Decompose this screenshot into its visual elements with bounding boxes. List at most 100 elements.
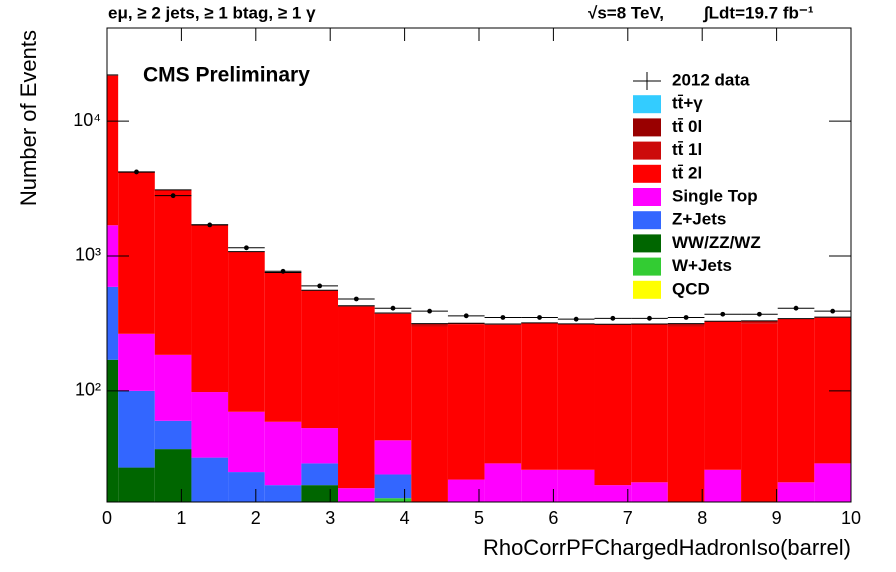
data-point — [390, 305, 396, 311]
bar-segment — [154, 189, 192, 355]
bar-segment — [191, 457, 229, 502]
x-tick-label: 4 — [400, 508, 410, 528]
bar-segment — [191, 392, 229, 458]
legend-label: W+Jets — [672, 256, 732, 275]
data-point — [537, 315, 542, 320]
legend-swatch — [633, 95, 661, 114]
data-point — [500, 315, 506, 320]
bar-segment — [301, 485, 339, 502]
bar-segment — [301, 428, 339, 464]
cms-label: CMS Preliminary — [143, 64, 310, 87]
bar-segment — [741, 323, 778, 502]
bar-segment — [521, 469, 558, 502]
x-tick-label: 1 — [176, 508, 186, 528]
bar-segment — [447, 479, 485, 502]
bar-segment — [594, 324, 632, 486]
data-point — [134, 169, 139, 175]
x-tick-label: 9 — [772, 508, 782, 528]
bar-segment — [107, 286, 119, 360]
data-point — [427, 308, 433, 314]
bar-segment — [191, 224, 229, 393]
legend-label: Z+Jets — [672, 210, 726, 229]
header-lumi: ∫Ldt=19.7 fb⁻¹ — [702, 3, 814, 22]
bar-segment — [521, 323, 558, 470]
data-point — [647, 315, 652, 321]
legend-swatch — [633, 234, 661, 253]
legend-label: tt̄ 2l — [672, 163, 702, 182]
legend-swatch — [633, 164, 661, 183]
data-point — [610, 315, 616, 321]
bar-segment — [374, 498, 412, 502]
bar-segment — [338, 305, 375, 307]
bar-segment — [228, 252, 265, 412]
bar-segment — [447, 324, 485, 480]
bar-segment — [631, 324, 668, 483]
legend-label: 2012 data — [672, 70, 750, 89]
x-tick-label: 10 — [841, 508, 861, 528]
x-tick-label: 6 — [548, 508, 558, 528]
bar-segment — [264, 485, 302, 502]
x-tick-label: 0 — [102, 508, 112, 528]
bar-segment — [814, 463, 851, 502]
bar-segment — [667, 326, 705, 502]
legend-label: QCD — [672, 279, 710, 298]
x-tick-label: 5 — [474, 508, 484, 528]
legend-swatch — [633, 280, 661, 299]
x-tick-label: 2 — [251, 508, 261, 528]
data-point — [244, 245, 249, 251]
bar-segment — [301, 290, 339, 429]
y-tick-label: 10² — [75, 380, 101, 400]
legend-swatch — [633, 188, 661, 206]
x-tick-label: 3 — [325, 508, 335, 528]
bar-segment — [741, 320, 778, 324]
data-point — [830, 308, 836, 314]
header-energy: √s=8 TeV, — [588, 3, 664, 22]
y-tick-label: 10⁴ — [73, 110, 101, 130]
bar-segment — [484, 463, 522, 502]
bar-segment — [411, 326, 448, 502]
data-point — [573, 316, 579, 322]
bar-segment — [228, 411, 265, 473]
bar-segment — [338, 306, 375, 489]
bar-segment — [118, 390, 155, 468]
legend-label: tt̄ 0l — [672, 117, 702, 136]
bar-segment — [107, 359, 119, 502]
bar-segment — [557, 324, 595, 470]
data-point — [280, 268, 286, 274]
bar-segment — [374, 313, 412, 441]
bar-segment — [264, 421, 302, 486]
legend-label: tt̄ 1l — [672, 140, 702, 159]
legend-swatch — [633, 118, 661, 137]
bar-segment — [107, 75, 119, 226]
bar-segment — [228, 472, 265, 502]
bar-segment — [118, 333, 155, 391]
legend-label: WW/ZZ/WZ — [672, 233, 761, 252]
data-point — [463, 313, 469, 319]
bar-segment — [154, 354, 192, 421]
bar-segment — [777, 482, 815, 502]
data-point — [207, 222, 213, 228]
x-tick-label: 7 — [623, 508, 633, 528]
legend-swatch — [633, 211, 661, 230]
bar-segment — [118, 172, 155, 334]
bar-segment — [704, 469, 742, 502]
bar-segment — [594, 485, 632, 502]
bar-segment — [264, 272, 302, 422]
legend-swatch — [633, 141, 661, 160]
bar-segment — [374, 474, 412, 499]
legend-swatch — [633, 257, 661, 276]
bar-segment — [411, 323, 448, 327]
y-axis-label: Number of Events — [16, 30, 41, 206]
bar-segment — [338, 488, 375, 502]
bar-segment — [301, 463, 339, 486]
bar-segment — [704, 321, 742, 470]
legend-label: Single Top — [672, 186, 758, 205]
x-tick-label: 8 — [697, 508, 707, 528]
data-point — [170, 193, 176, 199]
legend-label: tt̄+γ — [672, 94, 703, 113]
data-point — [793, 305, 799, 311]
bar-segment — [154, 449, 192, 502]
bar-segment — [631, 482, 668, 502]
bar-segment — [667, 323, 705, 327]
